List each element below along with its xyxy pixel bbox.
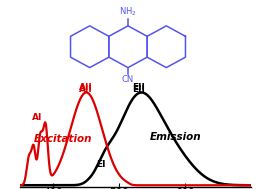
Text: NH$_2$: NH$_2$ xyxy=(119,5,137,18)
Text: EI: EI xyxy=(96,160,105,169)
Text: Excitation: Excitation xyxy=(33,134,92,144)
Text: CN: CN xyxy=(122,75,134,84)
Text: Emission: Emission xyxy=(149,132,201,142)
Text: EII: EII xyxy=(133,83,145,91)
Text: AII: AII xyxy=(79,83,93,91)
Text: AI: AI xyxy=(32,113,42,122)
Text: EII: EII xyxy=(133,84,145,94)
Text: AII: AII xyxy=(79,84,93,94)
